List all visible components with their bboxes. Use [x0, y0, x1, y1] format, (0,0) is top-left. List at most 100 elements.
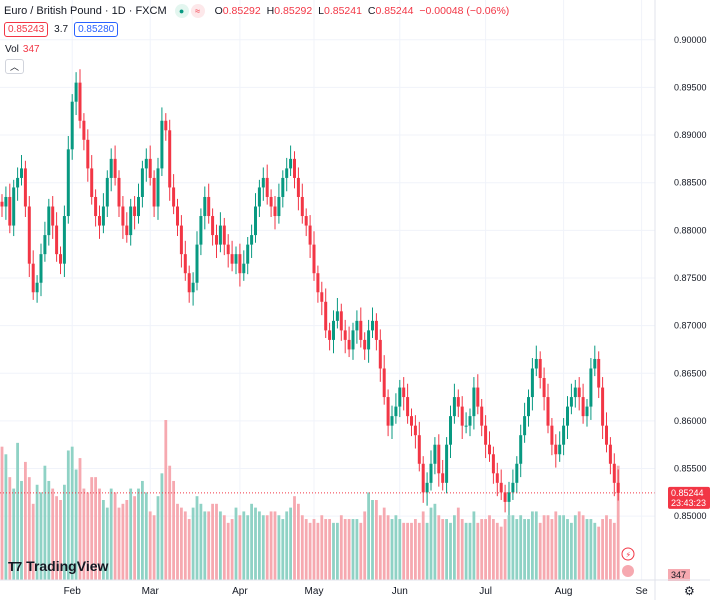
- volume-bar: [43, 465, 47, 580]
- volume-bar: [195, 496, 199, 580]
- candle-body: [546, 397, 550, 426]
- volume-bar: [8, 477, 12, 580]
- logo-text: TradingView: [26, 558, 109, 574]
- volume-bar: [125, 500, 129, 580]
- volume-bar: [414, 519, 417, 580]
- candle-body: [589, 368, 593, 407]
- gear-icon[interactable]: ⚙: [684, 584, 695, 598]
- volume-bar: [433, 503, 437, 580]
- candle-body: [8, 196, 12, 226]
- volume-bar: [35, 484, 39, 580]
- candle-body: [234, 254, 238, 264]
- symbol-title[interactable]: Euro / British Pound · 1D · FXCM: [4, 5, 167, 17]
- x-tick-label: Mar: [142, 586, 160, 597]
- x-tick-label: Jun: [392, 586, 408, 597]
- volume-bar: [378, 515, 382, 580]
- candle-body: [246, 244, 250, 264]
- volume-bar: [597, 526, 601, 580]
- volume-bar: [281, 519, 285, 580]
- volume-bar: [203, 511, 207, 580]
- volume-bar: [300, 515, 304, 580]
- tradingview-logo[interactable]: T7 TradingView: [8, 558, 108, 574]
- volume-bar: [593, 522, 597, 580]
- market-open-icon[interactable]: ●: [174, 4, 189, 18]
- volume-bar: [601, 519, 604, 580]
- candle-body: [445, 444, 449, 483]
- volume-bar: [31, 503, 35, 580]
- candle-body: [378, 339, 382, 369]
- candle-body: [289, 158, 293, 169]
- candle-body: [137, 196, 140, 217]
- volume-bar: [476, 522, 480, 580]
- volume-bar: [347, 519, 351, 580]
- candle-body: [324, 301, 328, 331]
- candle-body: [542, 378, 546, 398]
- candle-body: [70, 101, 74, 150]
- volume-bar: [371, 500, 374, 580]
- candle-body: [484, 425, 488, 445]
- candle-body: [316, 273, 320, 293]
- candle-body: [98, 216, 101, 226]
- quote-row: 0.85243 3.7 0.85280: [4, 22, 119, 37]
- y-tick-label: 0.86000: [674, 416, 707, 426]
- candle-body: [480, 406, 484, 426]
- candle-body: [410, 416, 413, 426]
- volume-bar: [222, 515, 226, 580]
- candle-body: [226, 244, 230, 255]
- volume-bar: [460, 519, 464, 580]
- volume-bar: [570, 522, 573, 580]
- price-axis[interactable]: 0.90000 0.89500 0.89000 0.88500 0.88000 0.875…: [654, 0, 710, 600]
- volume-bar: [297, 503, 300, 580]
- candle-body: [207, 196, 211, 217]
- volume-bar: [258, 511, 261, 580]
- candle-body: [499, 482, 503, 493]
- compare-icon[interactable]: ≈: [190, 4, 205, 18]
- candle-body: [74, 82, 78, 102]
- volume-bar: [86, 492, 90, 580]
- volume-bar: [585, 519, 589, 580]
- volume-bar: [453, 515, 456, 580]
- volume-bar: [363, 511, 367, 580]
- volume-bar: [105, 507, 109, 580]
- volume-bar: [527, 519, 530, 580]
- countdown-label: 23:43:23: [671, 498, 706, 508]
- volume-bar: [503, 519, 507, 580]
- volume-bar: [308, 522, 312, 580]
- sell-price-button[interactable]: 0.85243: [4, 22, 49, 37]
- candle-body: [164, 120, 168, 131]
- candle-body: [355, 320, 359, 331]
- candle-body: [59, 254, 62, 264]
- candle-body: [203, 196, 207, 217]
- volume-bar: [359, 522, 363, 580]
- volume-bar: [289, 507, 292, 580]
- candle-body: [527, 397, 530, 417]
- candle-body: [538, 358, 542, 379]
- volume-bar: [437, 515, 441, 580]
- volume-bar: [616, 465, 620, 580]
- time-axis[interactable]: Feb Mar Apr May Jun Jul Aug Se: [0, 579, 710, 597]
- candle-body: [16, 177, 20, 188]
- last-price-label-bg: [668, 486, 710, 509]
- volume-bar: [293, 496, 296, 580]
- candle-body: [43, 235, 47, 255]
- volume-bar: [375, 500, 378, 580]
- volume-bar: [113, 492, 117, 580]
- candle-body: [160, 120, 164, 169]
- candle-body: [0, 201, 4, 207]
- x-tick-label: Jul: [479, 586, 492, 597]
- candle-body: [550, 425, 554, 445]
- candle-body: [566, 406, 569, 426]
- volume-bar: [511, 515, 515, 580]
- y-tick-label: 0.88000: [674, 225, 707, 235]
- candle-body: [296, 177, 300, 197]
- volume-bar: [566, 519, 569, 580]
- volume-bar: [207, 511, 211, 580]
- candle-body: [300, 196, 304, 217]
- volume-bar: [421, 511, 425, 580]
- collapse-legend-button[interactable]: ︿: [5, 59, 24, 74]
- volume-bar: [273, 511, 277, 580]
- buy-price-button[interactable]: 0.85280: [74, 22, 119, 37]
- chevron-up-icon: ︿: [9, 62, 19, 72]
- candle-body: [20, 168, 23, 178]
